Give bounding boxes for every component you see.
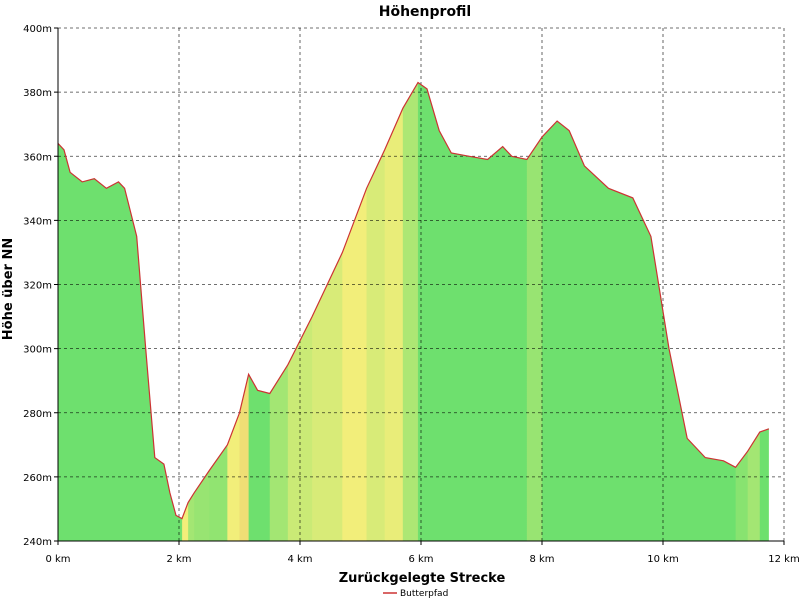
- elevation-line: [57, 81, 770, 520]
- x-tick-label: 10 km: [647, 554, 678, 565]
- y-tick-label: 320m: [23, 281, 52, 292]
- series-line-butterpfad: [57, 81, 770, 520]
- x-tick-label: 0 km: [45, 554, 70, 565]
- elevation-area-fill: [58, 82, 769, 541]
- y-tick-label: 340m: [23, 216, 52, 227]
- elevation-area: [58, 82, 769, 541]
- legend-label: Butterpfad: [400, 589, 448, 599]
- y-tick-label: 360m: [23, 152, 52, 163]
- y-tick-label: 240m: [23, 537, 52, 548]
- x-axis-label: Zurückgelegte Strecke: [339, 571, 506, 586]
- y-tick-label: 280m: [23, 409, 52, 420]
- y-axis-label: Höhe über NN: [1, 238, 16, 340]
- x-tick-label: 4 km: [287, 554, 312, 565]
- y-tick-label: 400m: [23, 24, 52, 35]
- y-tick-label: 380m: [23, 88, 52, 99]
- x-tick-label: 2 km: [166, 554, 191, 565]
- chart-title: Höhenprofil: [379, 4, 471, 20]
- legend: Butterpfad: [383, 589, 448, 599]
- y-tick-label: 300m: [23, 345, 52, 356]
- y-tick-label: 260m: [23, 473, 52, 484]
- y-ticks: 240m 260m 280m 300m 320m 340m 360m 380m 400m: [23, 24, 58, 548]
- x-tick-label: 8 km: [529, 554, 554, 565]
- x-ticks: 0 km 2 km 4 km 6 km 8 km 10 km 12 km: [45, 541, 800, 565]
- x-tick-label: 6 km: [408, 554, 433, 565]
- x-tick-label: 12 km: [768, 554, 799, 565]
